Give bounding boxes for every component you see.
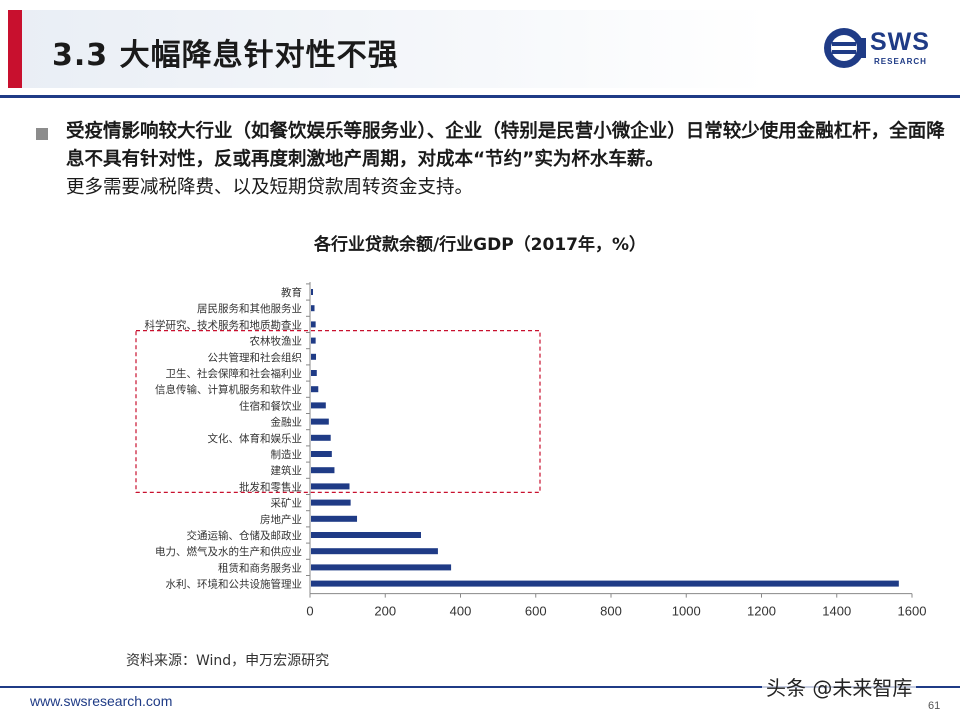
bar-chart: 教育居民服务和其他服务业科学研究、技术服务和地质勘查业农林牧渔业公共管理和社会组… bbox=[135, 282, 927, 619]
category-label: 居民服务和其他服务业 bbox=[197, 302, 302, 315]
bar bbox=[311, 434, 331, 441]
bar bbox=[311, 353, 317, 360]
bar bbox=[311, 451, 332, 457]
watermark: 头条 @未来智库 bbox=[762, 672, 917, 701]
x-tick-label: 200 bbox=[374, 604, 396, 619]
bar bbox=[311, 515, 358, 522]
logo-text: SWS bbox=[870, 28, 930, 56]
bar bbox=[311, 483, 350, 490]
category-label: 金融业 bbox=[271, 416, 303, 429]
bar bbox=[311, 564, 452, 571]
footer-divider bbox=[0, 686, 960, 688]
category-label: 电力、燃气及水的生产和供应业 bbox=[155, 545, 302, 558]
bar bbox=[311, 532, 421, 538]
bar bbox=[311, 370, 317, 376]
bar bbox=[311, 305, 315, 312]
bar bbox=[311, 386, 319, 393]
logo-subtext: RESEARCH bbox=[874, 57, 927, 66]
bar bbox=[311, 321, 316, 328]
category-label: 信息传输、计算机服务和软件业 bbox=[155, 383, 302, 396]
bar bbox=[311, 548, 438, 555]
bullet-bold-text: 受疫情影响较大行业（如餐饮娱乐等服务业）、企业（特别是民营小微企业）日常较少使用… bbox=[66, 121, 945, 170]
category-label: 科学研究、技术服务和地质勘查业 bbox=[145, 318, 303, 331]
chart-title: 各行业贷款余额/行业GDP（2017年，%） bbox=[313, 235, 647, 255]
x-tick-label: 1000 bbox=[672, 604, 701, 619]
bar bbox=[311, 289, 314, 295]
bullet-normal-text: 更多需要减税降费、以及短期贷款周转资金支持。 bbox=[66, 177, 474, 198]
category-label: 公共管理和社会组织 bbox=[208, 351, 303, 364]
bullet-paragraph: 受疫情影响较大行业（如餐饮娱乐等服务业）、企业（特别是民营小微企业）日常较少使用… bbox=[66, 118, 946, 202]
footer-url-link[interactable]: www.swsresearch.com bbox=[30, 693, 173, 709]
bar bbox=[311, 418, 329, 425]
bar bbox=[311, 467, 335, 474]
bar bbox=[311, 402, 326, 409]
category-label: 批发和零售业 bbox=[239, 480, 302, 493]
category-label: 住宿和餐饮业 bbox=[239, 399, 302, 412]
bar bbox=[311, 499, 351, 506]
category-label: 租赁和商务服务业 bbox=[218, 561, 302, 574]
title-bar bbox=[8, 10, 768, 88]
slide-header: 3.3 大幅降息针对性不强 SWS RESEARCH bbox=[0, 0, 960, 98]
category-label: 农林牧渔业 bbox=[250, 335, 303, 348]
category-label: 卫生、社会保障和社会福利业 bbox=[166, 367, 303, 380]
x-tick-label: 1600 bbox=[898, 604, 927, 619]
category-label: 水利、环境和公共设施管理业 bbox=[166, 578, 303, 591]
category-label: 房地产业 bbox=[260, 513, 302, 526]
x-tick-label: 1200 bbox=[747, 604, 776, 619]
x-tick-label: 600 bbox=[525, 604, 547, 619]
page-number: 61 bbox=[928, 700, 941, 712]
bullet-square-icon bbox=[36, 128, 48, 140]
bar bbox=[311, 580, 899, 587]
bar bbox=[311, 337, 316, 344]
category-label: 教育 bbox=[281, 286, 302, 299]
x-tick-label: 800 bbox=[600, 604, 622, 619]
title-accent bbox=[8, 10, 22, 88]
header-divider bbox=[0, 95, 960, 98]
x-tick-label: 400 bbox=[450, 604, 472, 619]
category-label: 文化、体育和娱乐业 bbox=[208, 432, 303, 445]
highlight-box bbox=[135, 329, 541, 494]
x-tick-label: 1400 bbox=[822, 604, 851, 619]
category-label: 制造业 bbox=[271, 448, 303, 461]
source-note: 资料来源：Wind，申万宏源研究 bbox=[126, 653, 330, 669]
category-label: 采矿业 bbox=[271, 497, 303, 510]
page-title: 3.3 大幅降息针对性不强 bbox=[52, 38, 399, 73]
sws-logo-icon bbox=[824, 28, 866, 68]
category-label: 交通运输、仓储及邮政业 bbox=[187, 529, 303, 542]
x-tick-label: 0 bbox=[306, 604, 313, 619]
category-label: 建筑业 bbox=[271, 464, 303, 477]
